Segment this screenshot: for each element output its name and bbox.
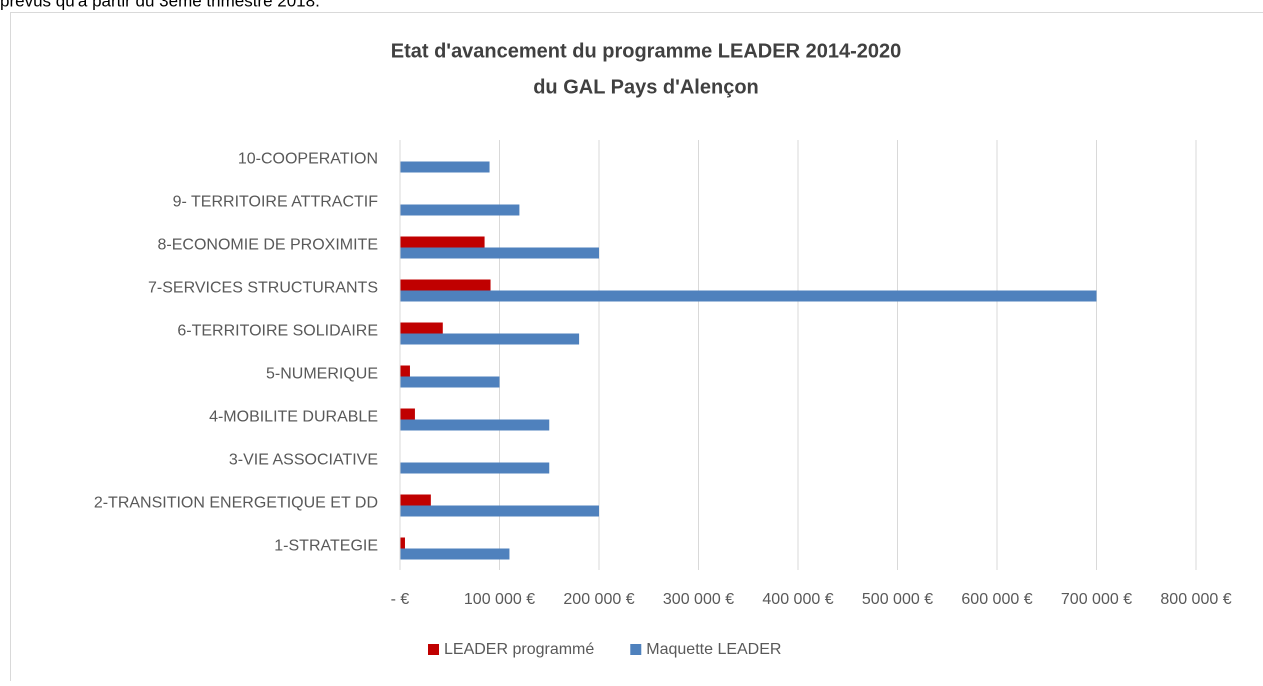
legend-label: Maquette LEADER [646,641,781,658]
bar [400,377,500,388]
legend-swatch [428,644,439,655]
chart-title: du GAL Pays d'Alençon [533,76,759,98]
bar [400,162,490,173]
bar [400,409,415,420]
y-tick-label: 2-TRANSITION ENERGETIQUE ET DD [94,495,378,512]
bar [400,495,431,506]
x-tick-label: - € [391,591,410,608]
y-tick-label: 7-SERVICES STRUCTURANTS [148,280,378,297]
bar [400,205,519,216]
legend-swatch [630,644,641,655]
bar [400,237,485,248]
y-tick-label: 3-VIE ASSOCIATIVE [229,452,378,469]
chart-border [11,13,1263,682]
y-tick-label: 4-MOBILITE DURABLE [209,409,378,426]
bar [400,463,549,474]
bar [400,506,599,517]
x-tick-label: 300 000 € [663,591,734,608]
y-tick-label: 6-TERRITOIRE SOLIDAIRE [177,323,378,340]
x-tick-label: 500 000 € [862,591,933,608]
x-tick-label: 600 000 € [961,591,1032,608]
x-tick-label: 200 000 € [563,591,634,608]
y-tick-label: 10-COOPERATION [238,151,378,168]
bar [400,549,509,560]
bar [400,291,1097,302]
y-tick-label: 5-NUMERIQUE [266,366,378,383]
y-tick-label: 8-ECONOMIE DE PROXIMITE [158,237,378,254]
bar [400,323,443,334]
bar [400,366,410,377]
x-tick-label: 400 000 € [762,591,833,608]
bar [400,420,549,431]
x-tick-label: 100 000 € [464,591,535,608]
bar [400,248,599,259]
y-tick-label: 9- TERRITOIRE ATTRACTIF [173,194,379,211]
bar [400,280,491,291]
y-tick-label: 1-STRATEGIE [274,538,378,555]
bar [400,538,405,549]
x-tick-label: 700 000 € [1061,591,1132,608]
legend-label: LEADER programmé [444,641,594,658]
x-tick-label: 800 000 € [1160,591,1231,608]
document-text: prévus qu'à partir du 3ème trimestre 201… [0,0,320,10]
chart-title: Etat d'avancement du programme LEADER 20… [391,40,902,62]
bar [400,334,579,345]
